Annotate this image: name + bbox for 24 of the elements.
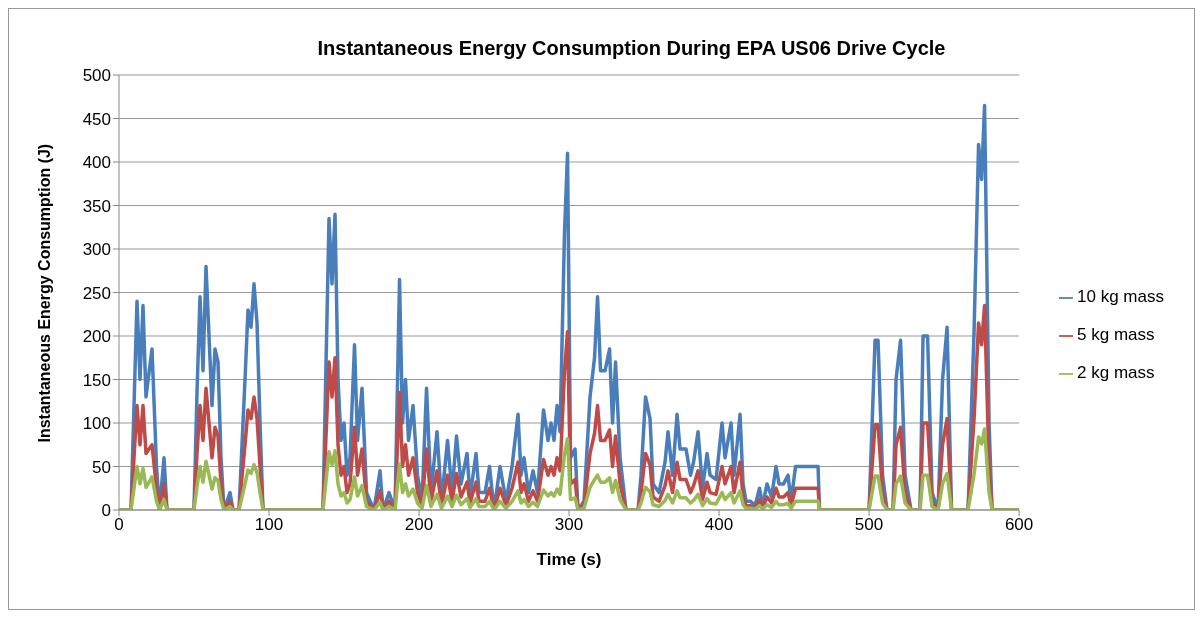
legend-label: 5 kg mass xyxy=(1077,325,1155,344)
x-tick-label: 400 xyxy=(704,515,734,535)
y-tick-label: 450 xyxy=(82,109,111,129)
x-tick-label: 0 xyxy=(114,515,124,535)
legend-label: 2 kg mass xyxy=(1077,363,1155,382)
y-tick-label: 350 xyxy=(82,196,111,216)
legend-label: 10 kg mass xyxy=(1077,287,1164,306)
x-axis-title: Time (s) xyxy=(536,550,602,569)
y-tick-label: 200 xyxy=(82,327,111,347)
chart-title: Instantaneous Energy Consumption During EPA US06 Drive Cycle xyxy=(316,37,947,60)
y-tick-label: 100 xyxy=(82,414,111,434)
x-tick-label: 300 xyxy=(554,515,584,535)
y-tick-label: 300 xyxy=(82,240,111,260)
y-tick-label: 50 xyxy=(92,457,111,477)
x-tick-label: 500 xyxy=(854,515,884,535)
y-tick-label: 500 xyxy=(82,66,111,86)
y-axis-title: Instantaneous Energy Consumption (J) xyxy=(35,143,53,443)
x-tick-label: 200 xyxy=(404,515,434,535)
x-tick-label: 600 xyxy=(1004,515,1034,535)
x-tick-label: 100 xyxy=(254,515,284,535)
y-tick-label: 400 xyxy=(82,153,111,173)
y-tick-label: 0 xyxy=(101,501,111,521)
y-tick-label: 150 xyxy=(82,370,111,390)
y-tick-label: 250 xyxy=(82,283,111,303)
